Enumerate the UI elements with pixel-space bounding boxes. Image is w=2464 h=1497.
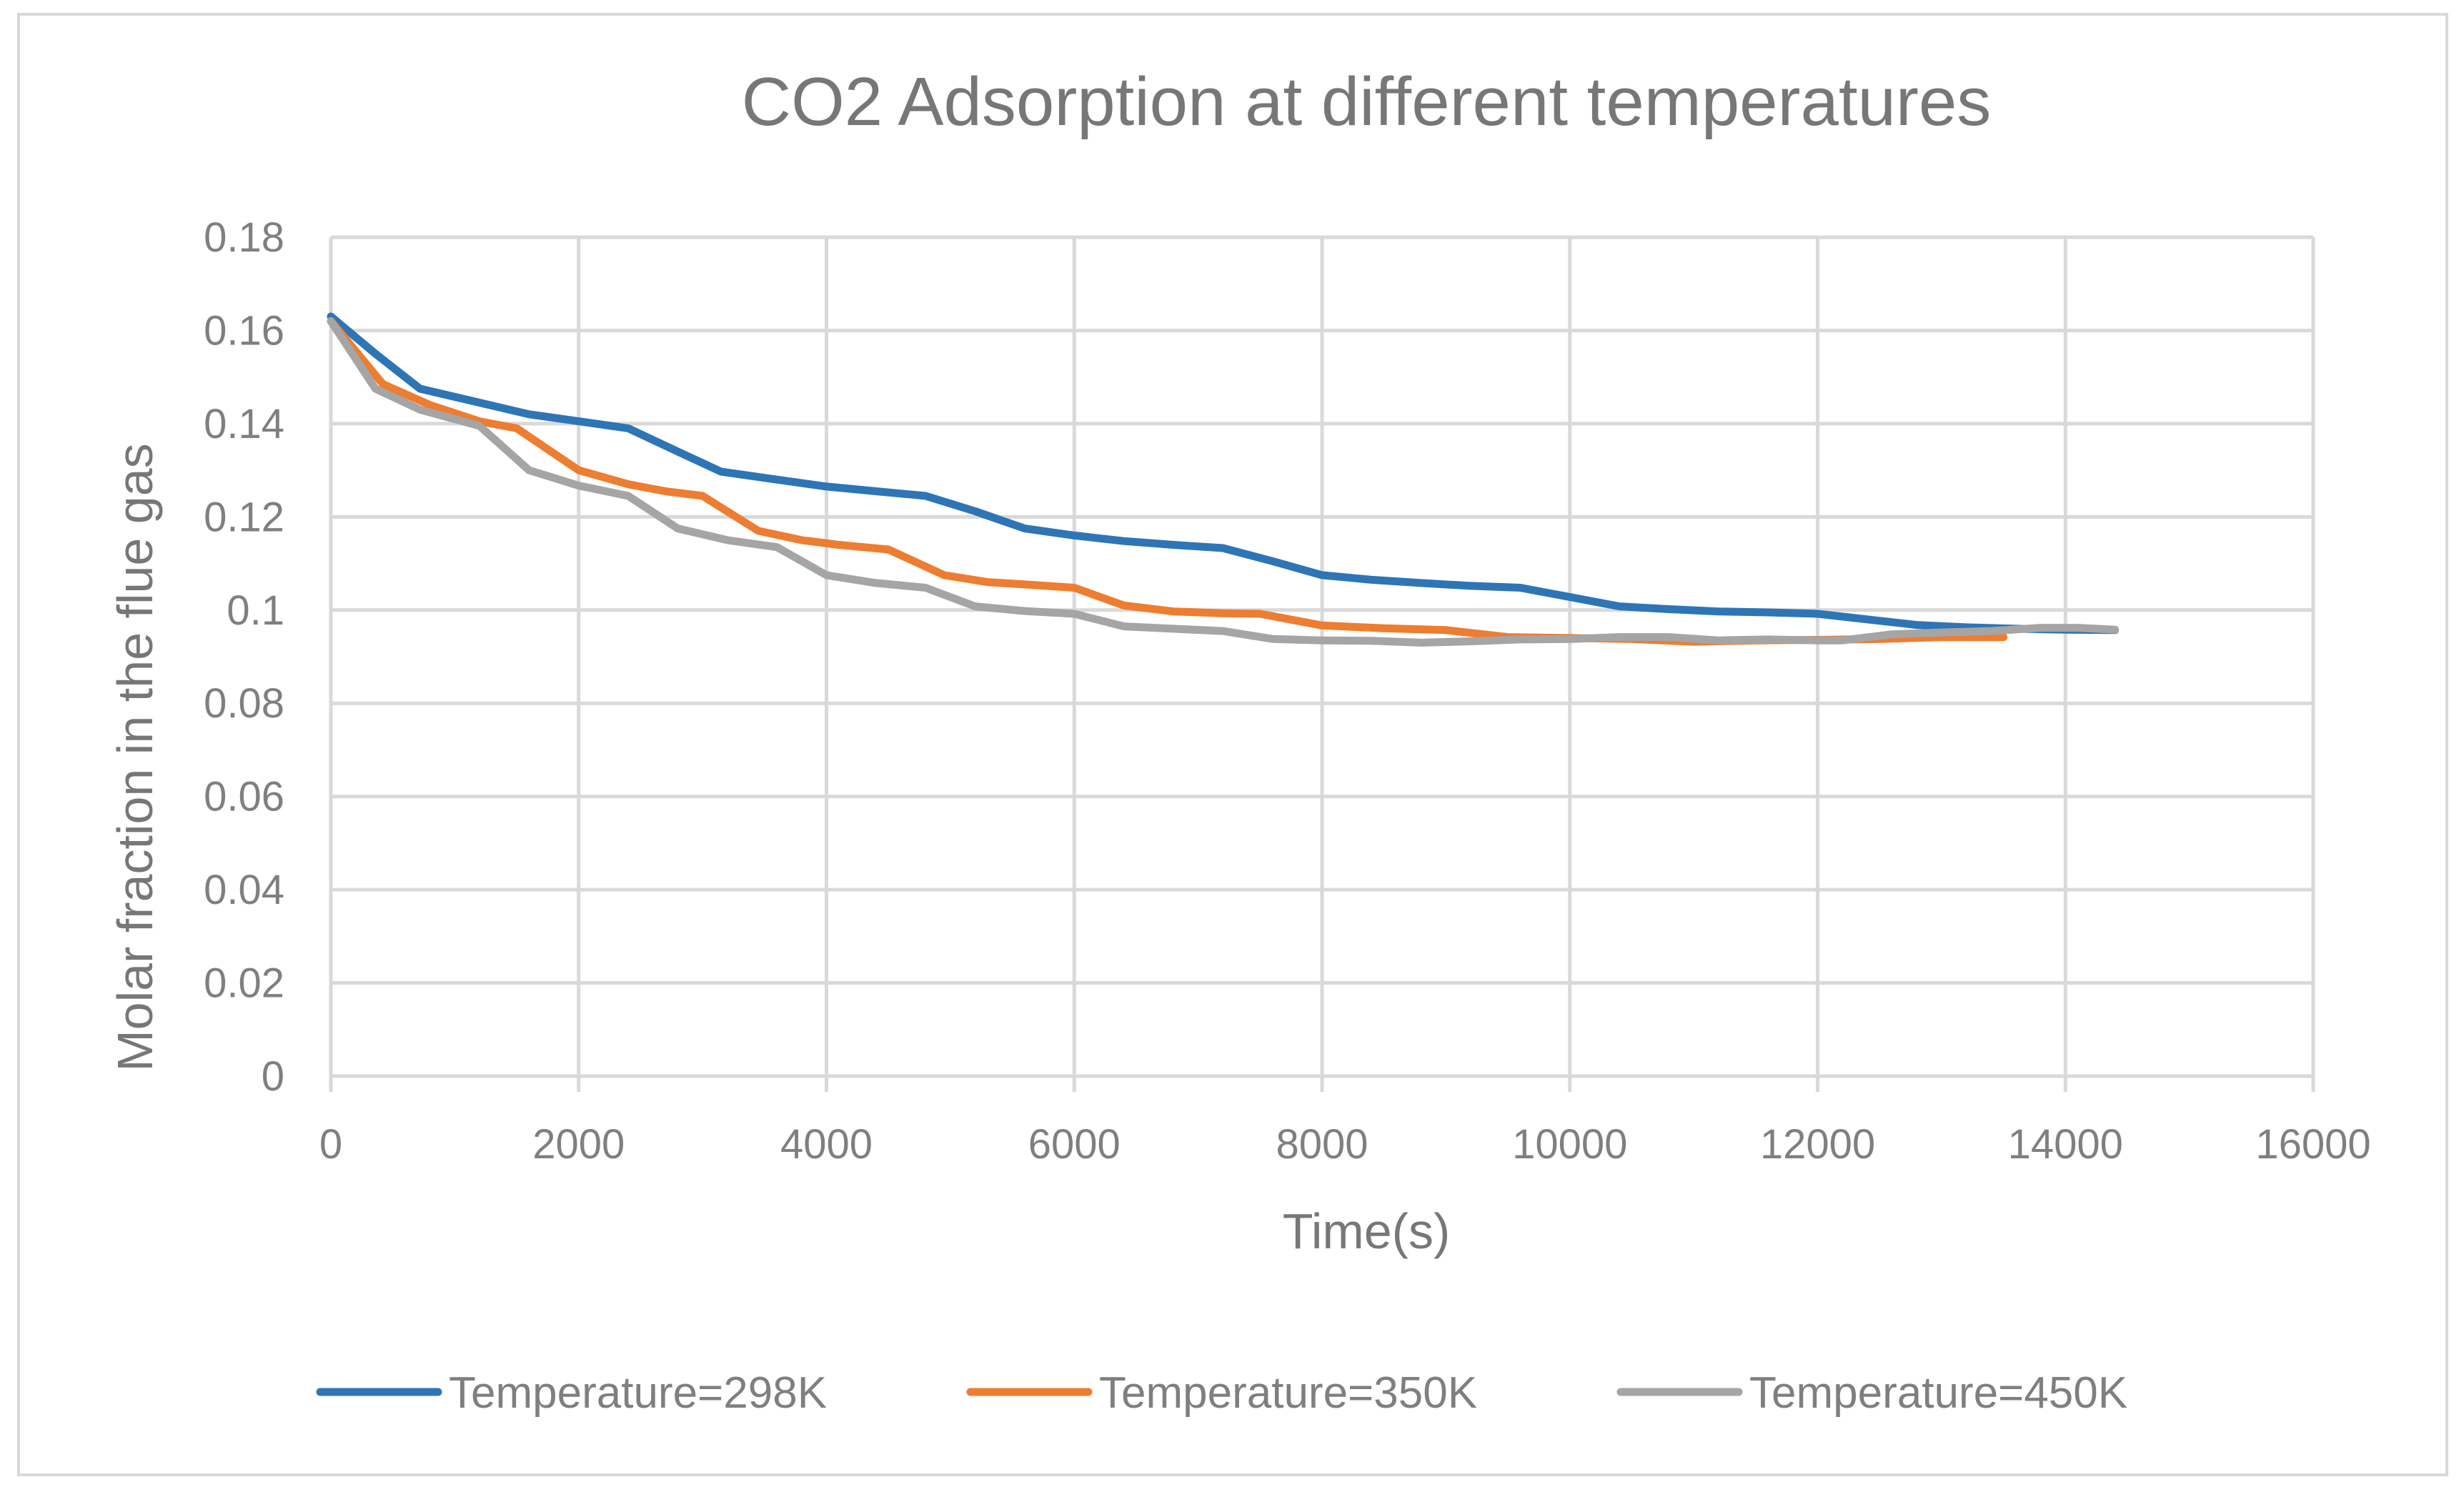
y-tick-label: 0.08: [204, 680, 284, 727]
y-tick-label: 0: [262, 1053, 284, 1100]
legend: Temperature=298K Temperature=350K Temperat…: [316, 1368, 2127, 1418]
axes: 0 0.02 0.04 0.06 0.08 0.1 0.12 0.14 0.16 0.18 0 200…: [204, 214, 2371, 1168]
y-tick-label: 0.04: [204, 867, 284, 913]
legend-label-1: Temperature=298K: [449, 1368, 827, 1418]
y-tick-label: 0.1: [227, 587, 284, 634]
x-tick-label: 4000: [780, 1121, 873, 1168]
chart-title: CO2 Adsorption at different temperatures: [742, 64, 1992, 140]
x-tick-label: 6000: [1028, 1121, 1121, 1168]
x-tick-label: 14000: [2008, 1121, 2123, 1168]
y-axis-title: Molar fraction in the flue gas: [107, 443, 163, 1071]
x-tick-label: 10000: [1512, 1121, 1627, 1168]
series-line-1: [327, 312, 2120, 635]
x-tick-label: 12000: [1760, 1121, 1875, 1168]
y-tick-label: 0.06: [204, 774, 284, 820]
y-tick-label: 0.12: [204, 494, 284, 540]
y-tick-label: 0.02: [204, 960, 284, 1007]
series-lines: [327, 312, 2120, 647]
series-line-2: [327, 317, 2008, 646]
x-tick-label: 0: [319, 1121, 342, 1168]
y-tick-label: 0.16: [204, 307, 284, 354]
x-tick-label: 2000: [532, 1121, 625, 1168]
series-line-3: [327, 317, 2120, 647]
grid: [331, 235, 2315, 1076]
legend-label-2: Temperature=350K: [1099, 1368, 1477, 1418]
x-tick-label: 16000: [2255, 1121, 2370, 1168]
chart-area: [17, 13, 2448, 1476]
x-axis-title: Time(s): [1283, 1203, 1451, 1259]
legend-label-3: Temperature=450K: [1749, 1368, 2127, 1418]
x-tick-label: 8000: [1276, 1121, 1368, 1168]
y-tick-label: 0.18: [204, 214, 284, 261]
y-tick-label: 0.14: [204, 401, 284, 447]
